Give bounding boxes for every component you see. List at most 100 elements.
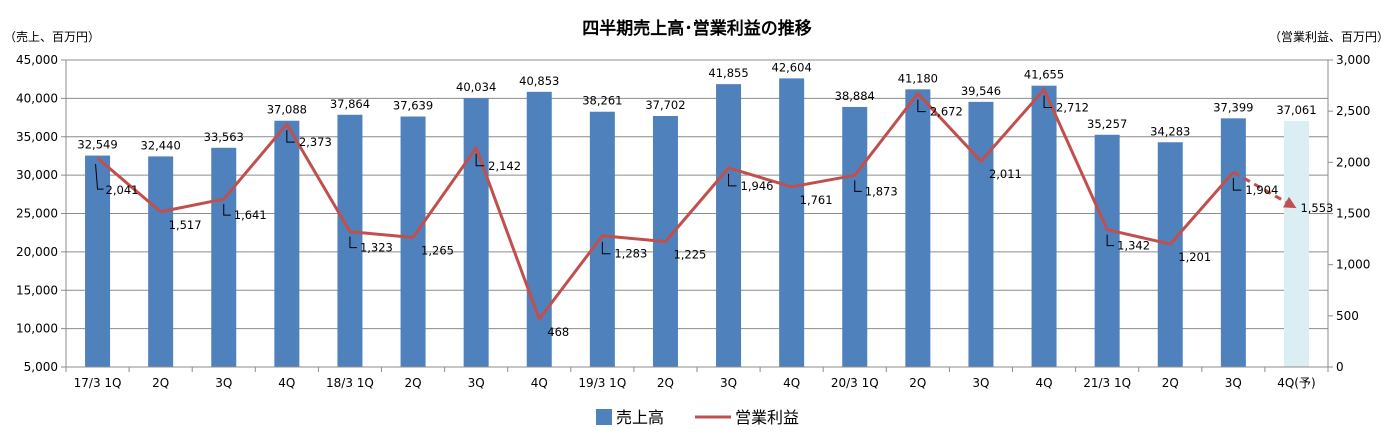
x-tick-label: 2Q: [405, 376, 422, 390]
profit-label-leader: [601, 241, 611, 255]
x-tick-label: 3Q: [468, 376, 485, 390]
x-tick-label: 17/3 1Q: [74, 376, 122, 390]
bar: [716, 84, 742, 367]
x-tick-label: 3Q: [1225, 376, 1242, 390]
y-left-tick-label: 5,000: [24, 360, 58, 374]
bar: [1283, 120, 1309, 367]
profit-value-label: 1,201: [1178, 250, 1211, 264]
profit-label-leader: [1043, 95, 1053, 108]
x-tick-label: 21/3 1Q: [1083, 376, 1131, 390]
legend-swatch-sales: [596, 409, 612, 425]
bar-value-label: 37,639: [393, 98, 433, 112]
bar: [85, 155, 111, 367]
bar-value-label: 40,034: [456, 80, 496, 94]
bar-series: [85, 78, 1309, 368]
profit-label-leader: [854, 180, 862, 192]
x-tick-label: 3Q: [972, 376, 989, 390]
profit-value-label: 2,712: [1056, 100, 1089, 114]
profit-value-label: 1,265: [421, 244, 454, 258]
bar-value-label: 37,088: [267, 103, 307, 117]
bar-value-label: 38,261: [582, 94, 622, 108]
y-left-tick-label: 30,000: [16, 168, 58, 182]
profit-forecast-line: [1232, 170, 1287, 204]
profit-value-label: 2,672: [930, 105, 963, 119]
bar-value-label: 38,884: [835, 89, 875, 103]
y-left-tick-label: 35,000: [16, 130, 58, 144]
profit-value-label: 1,553: [1300, 201, 1333, 215]
x-tick-label: 4Q: [1036, 376, 1053, 390]
profit-label-leader: [223, 204, 231, 216]
y-right-tick-label: 2,500: [1336, 104, 1370, 118]
profit-label-leader: [349, 236, 357, 249]
profit-value-label: 1,761: [800, 193, 833, 207]
x-tick-label: 19/3 1Q: [578, 376, 626, 390]
profit-value-label: 2,373: [299, 135, 332, 149]
profit-forecast-arrow: [1283, 196, 1297, 209]
bar: [211, 147, 237, 367]
profit-value-label: 1,641: [234, 208, 267, 222]
chart-title: 四半期売上高･営業利益の推移: [582, 18, 812, 39]
y-left-tick-label: 10,000: [16, 322, 58, 336]
bar: [589, 111, 615, 367]
axes: 5,000 10,000 15,000 20,000 25,000 30,000 35,00…: [16, 53, 1370, 390]
x-tick-label: 2Q: [909, 376, 926, 390]
bar: [779, 78, 805, 368]
bar-value-label: 41,180: [898, 71, 938, 85]
profit-label-leader: [475, 153, 485, 167]
profit-value-label: 1,323: [360, 241, 393, 255]
bar-value-label: 34,283: [1150, 124, 1190, 138]
y-right-tick-label: 1,500: [1336, 207, 1370, 221]
legend: 売上高 営業利益: [596, 408, 799, 427]
profit-value-label: 1,946: [741, 179, 774, 193]
bar-value-label: 41,855: [708, 66, 748, 80]
profit-value-label: 1,225: [673, 248, 706, 262]
bar-value-label: 33,563: [204, 130, 244, 144]
bar-value-label: 37,061: [1276, 103, 1316, 117]
x-tick-label: 2Q: [657, 376, 674, 390]
profit-value-label: 468: [547, 325, 569, 339]
data-labels: 32,549 32,440 33,563 37,088 37,864 37,639 40,0…: [77, 60, 1333, 339]
bar-value-label: 40,853: [519, 74, 559, 88]
profit-value-label: 2,011: [989, 167, 1022, 181]
y-right-tick-label: 2,000: [1336, 155, 1370, 169]
y-right-tick-label: 1,000: [1336, 258, 1370, 272]
y-left-tick-label: 15,000: [16, 283, 58, 297]
bar-value-label: 37,399: [1213, 100, 1253, 114]
y-right-tick-label: 500: [1336, 309, 1359, 323]
x-tick-label: 3Q: [720, 376, 737, 390]
bar: [968, 101, 994, 368]
bar: [1157, 142, 1183, 367]
bar: [148, 156, 174, 367]
profit-label-leader: [286, 130, 295, 143]
x-tick-label: 2Q: [152, 376, 169, 390]
profit-line: [96, 87, 1235, 321]
y-right-tick-label: 3,000: [1336, 53, 1370, 67]
bar-value-label: 37,864: [330, 97, 370, 111]
profit-value-label: 1,904: [1245, 183, 1278, 197]
bar-value-label: 32,549: [77, 138, 117, 152]
x-tick-label: 20/3 1Q: [831, 376, 879, 390]
bar-value-label: 39,546: [961, 84, 1001, 98]
bar: [400, 116, 426, 368]
legend-label-sales: 売上高: [616, 408, 664, 427]
bar-value-label: 32,440: [141, 138, 181, 152]
bar-value-label: 42,604: [772, 60, 812, 74]
profit-label-leader: [728, 173, 737, 187]
bar: [1094, 134, 1120, 367]
bar: [526, 91, 552, 368]
bar-value-label: 37,702: [645, 98, 685, 112]
x-tick-label: 3Q: [215, 376, 232, 390]
bar: [842, 106, 868, 367]
profit-value-label: 1,517: [169, 218, 202, 232]
profit-value-label: 1,873: [865, 184, 898, 198]
bar: [1220, 118, 1246, 367]
x-tick-label: 2Q: [1162, 376, 1179, 390]
x-tick-label: 18/3 1Q: [326, 376, 374, 390]
profit-label-leader: [917, 99, 926, 113]
right-axis-unit: （営業利益、百万円）: [1269, 30, 1389, 44]
bar-value-label: 41,655: [1024, 68, 1064, 82]
x-tick-label: 4Q: [278, 376, 295, 390]
bar: [274, 120, 300, 367]
x-tick-label: 4Q(予): [1277, 376, 1315, 390]
